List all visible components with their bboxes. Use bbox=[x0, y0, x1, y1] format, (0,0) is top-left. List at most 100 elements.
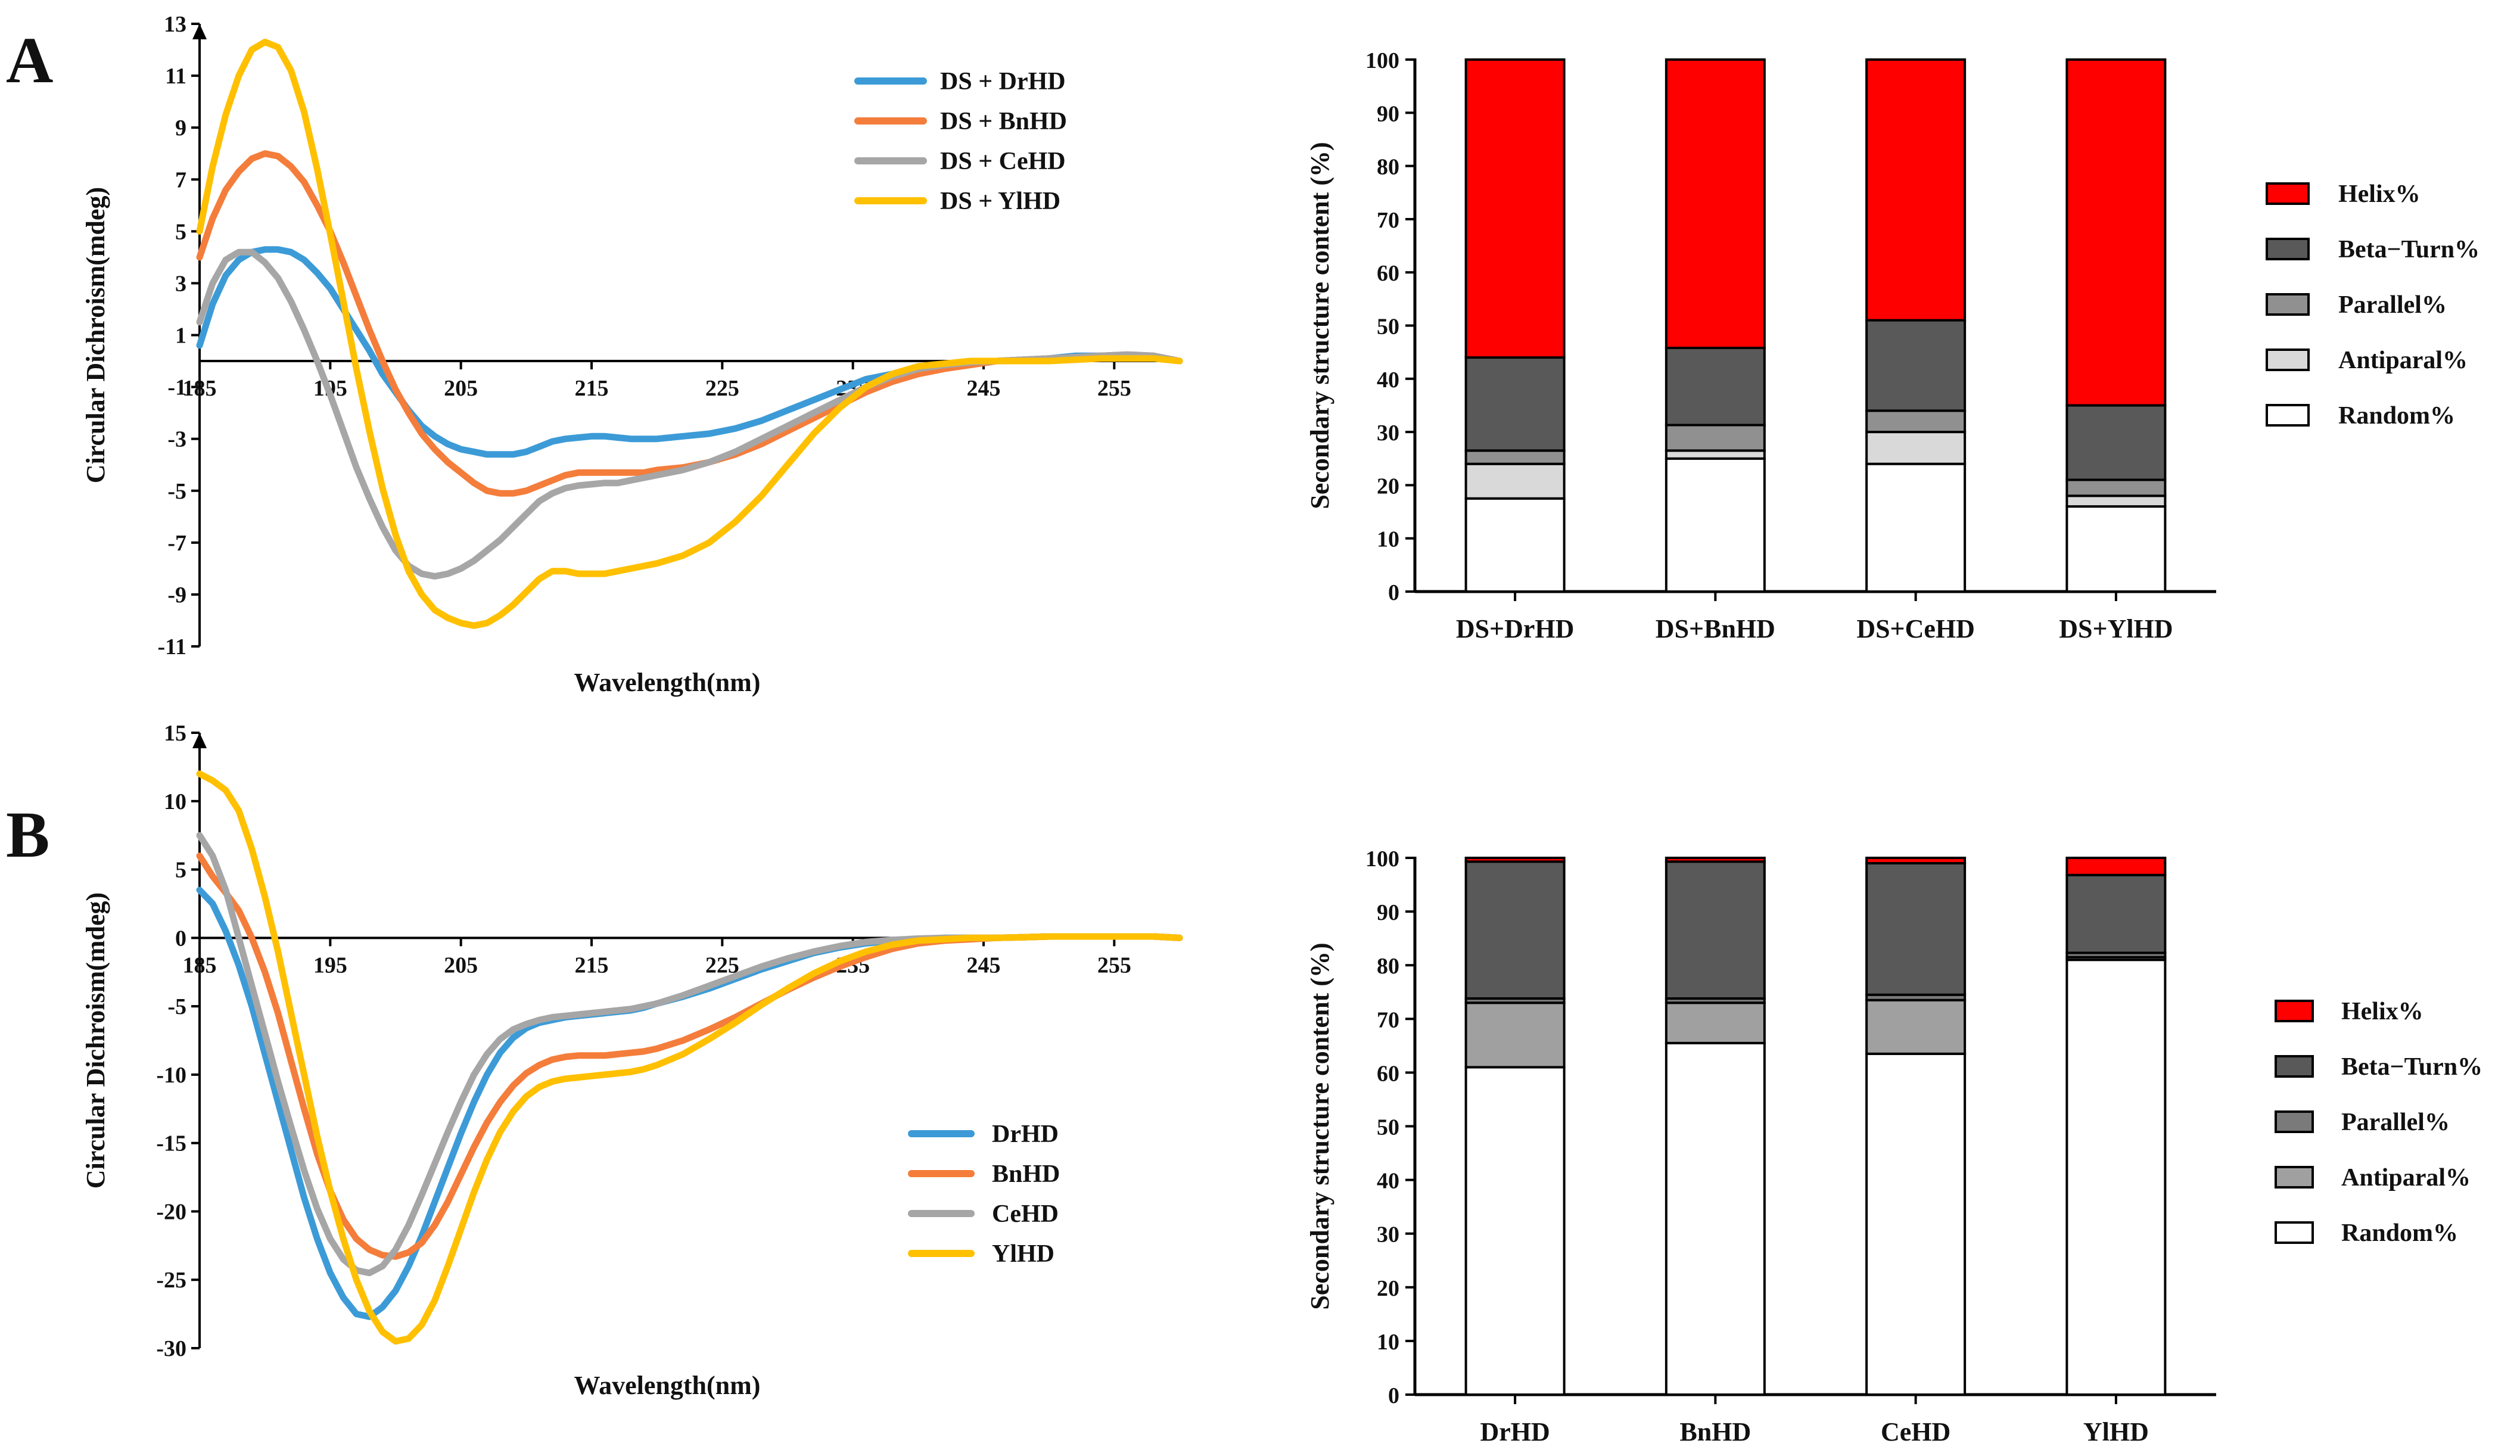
y-axis-label: Secondary structure content (%) bbox=[1305, 942, 1334, 1309]
legend-label-helix: Helix% bbox=[2338, 181, 2421, 208]
y-tick-label: -25 bbox=[156, 1268, 186, 1293]
bar-segment-antiparal bbox=[1865, 998, 1967, 1055]
y-tick-label: -1 bbox=[167, 375, 186, 400]
y-tick-label: 40 bbox=[1377, 1169, 1399, 1194]
legend-label-parallel: Parallel% bbox=[2338, 291, 2447, 319]
y-tick-label: 50 bbox=[1377, 1115, 1399, 1140]
bar-segment-parallel bbox=[1464, 449, 1566, 465]
series-line-ds-bnhd bbox=[196, 150, 1183, 497]
x-tick-label: 245 bbox=[967, 376, 1001, 401]
y-axis-label: Circular Dichroism(mdeg) bbox=[81, 187, 110, 483]
y-tick-label: 40 bbox=[1377, 368, 1399, 393]
category-label-bnhd: BnHD bbox=[1679, 1417, 1751, 1446]
bar-segment-beta-turn bbox=[1464, 860, 1566, 1000]
y-tick-label: -15 bbox=[156, 1131, 186, 1156]
y-tick-label: 11 bbox=[165, 64, 186, 89]
legend-swatch-parallel bbox=[2266, 293, 2310, 316]
bar-segment-random bbox=[2065, 959, 2167, 1396]
bar-segment-helix bbox=[1665, 58, 1766, 350]
legend-swatch-antiparal bbox=[2275, 1166, 2314, 1189]
y-tick-label: -3 bbox=[167, 427, 186, 452]
legend-label-helix: Helix% bbox=[2341, 998, 2423, 1025]
bar-segment-random bbox=[1865, 462, 1967, 593]
legend-label-bnhd: BnHD bbox=[992, 1161, 1060, 1188]
category-label-ds-drhd: DS+DrHD bbox=[1456, 614, 1575, 643]
bar-segment-beta-turn bbox=[1865, 319, 1967, 412]
y-tick-label: 3 bbox=[175, 271, 186, 296]
legend-swatch-beta-turn bbox=[2275, 1055, 2314, 1078]
bar-segment-beta-turn bbox=[1665, 860, 1766, 1000]
legend-label-antiparal: Antiparal% bbox=[2341, 1164, 2471, 1191]
x-tick-label: 215 bbox=[575, 376, 609, 401]
bar-segment-beta-turn bbox=[2065, 404, 2167, 481]
y-tick-label: 5 bbox=[175, 858, 186, 883]
y-tick-label: -7 bbox=[167, 531, 186, 556]
bar-segment-random bbox=[1665, 1041, 1766, 1396]
y-tick-label: -5 bbox=[167, 479, 186, 504]
bar-segment-helix bbox=[1665, 857, 1766, 863]
y-axis-arrow bbox=[192, 24, 207, 39]
legend-label-random: Random% bbox=[2341, 1219, 2458, 1247]
bar-segment-helix bbox=[1464, 58, 1566, 359]
y-tick-label: 1 bbox=[175, 323, 186, 349]
legend-label-random: Random% bbox=[2338, 402, 2455, 430]
bar-segment-antiparal bbox=[2065, 494, 2167, 508]
bar-segment-helix bbox=[2065, 857, 2167, 876]
y-tick-label: 70 bbox=[1377, 1007, 1399, 1032]
bar-segment-antiparal bbox=[1665, 1001, 1766, 1044]
y-tick-label: 0 bbox=[175, 926, 186, 951]
legend-swatch-helix bbox=[2266, 182, 2310, 205]
y-tick-label: 7 bbox=[175, 167, 186, 192]
y-axis-label: Secondary structure content (%) bbox=[1305, 142, 1334, 509]
bar-segment-helix bbox=[2065, 58, 2167, 407]
legend-label-ds-cehd: DS + CeHD bbox=[940, 148, 1066, 175]
y-tick-label: -10 bbox=[156, 1063, 186, 1088]
legend-label-beta-turn: Beta−Turn% bbox=[2341, 1053, 2482, 1081]
y-tick-label: 50 bbox=[1377, 315, 1399, 340]
bar-segment-beta-turn bbox=[1665, 347, 1766, 427]
bar-segment-beta-turn bbox=[1464, 356, 1566, 452]
y-tick-label: 15 bbox=[164, 721, 186, 746]
category-label-drhd: DrHD bbox=[1480, 1417, 1550, 1446]
legend-label-drhd: DrHD bbox=[992, 1121, 1059, 1148]
y-tick-label: 20 bbox=[1377, 474, 1399, 499]
y-axis-arrow bbox=[192, 733, 207, 748]
y-tick-label: 0 bbox=[1388, 1383, 1399, 1408]
secondary-structure-chart-a: 0 10 20 30 40 50 60 70 80 90 100 Secondary structur… bbox=[1305, 48, 2479, 643]
secondary-structure-chart-b: 0 10 20 30 40 50 60 70 80 90 100 Secondary structur… bbox=[1305, 847, 2482, 1446]
legend-swatch-helix bbox=[2275, 1000, 2314, 1022]
series-line-ds-drhd bbox=[196, 246, 1183, 458]
category-label-ds-cehd: DS+CeHD bbox=[1856, 614, 1975, 643]
bar-segment-random bbox=[1464, 1066, 1566, 1396]
x-axis-label: Wavelength(nm) bbox=[574, 668, 761, 697]
legend-label-cehd: CeHD bbox=[992, 1200, 1059, 1228]
bar-segment-antiparal bbox=[1665, 449, 1766, 460]
y-tick-label: 10 bbox=[1377, 527, 1399, 552]
legend-label-ds-bnhd: DS + BnHD bbox=[940, 108, 1067, 135]
legend-label-ds-ylhd: DS + YlHD bbox=[940, 188, 1060, 215]
x-tick-label: 185 bbox=[183, 376, 217, 401]
bar-segment-antiparal bbox=[1865, 431, 1967, 465]
y-tick-label: -11 bbox=[157, 634, 186, 659]
category-label-ylhd: YlHD bbox=[2083, 1417, 2149, 1446]
category-label-ds-bnhd: DS+BnHD bbox=[1656, 614, 1775, 643]
x-tick-label: 255 bbox=[1097, 953, 1131, 978]
y-tick-label: 30 bbox=[1377, 421, 1399, 446]
y-tick-label: 100 bbox=[1365, 48, 1399, 73]
legend-swatch-beta-turn bbox=[2266, 238, 2310, 260]
legend-label-antiparal: Antiparal% bbox=[2338, 347, 2468, 374]
x-tick-label: 205 bbox=[444, 376, 478, 401]
y-tick-label: 20 bbox=[1377, 1276, 1399, 1301]
legend-label-ds-drhd: DS + DrHD bbox=[940, 68, 1066, 95]
bar-segment-parallel bbox=[1865, 409, 1967, 434]
legend-swatch-random bbox=[2275, 1221, 2314, 1244]
y-tick-label: 90 bbox=[1377, 101, 1399, 126]
y-tick-label: 5 bbox=[175, 219, 186, 244]
y-tick-label: 80 bbox=[1377, 954, 1399, 979]
y-tick-label: -9 bbox=[167, 583, 186, 608]
y-tick-label: 60 bbox=[1377, 261, 1399, 286]
bar-segment-random bbox=[1865, 1052, 1967, 1396]
category-label-ds-ylhd: DS+YlHD bbox=[2059, 614, 2173, 643]
